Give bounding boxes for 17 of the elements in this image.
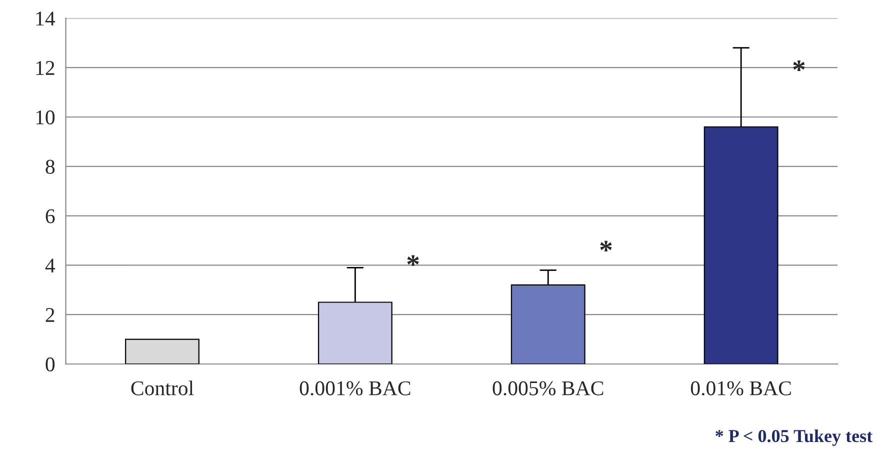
- text: * P < 0.05 Tukey test: [716, 429, 873, 446]
- y-tick-label: 6: [46, 209, 55, 224]
- y-tick-label: 12: [36, 61, 54, 75]
- y-tick-label: 8: [46, 160, 55, 174]
- annotation: *: [600, 240, 612, 252]
- x-tick-label: 0.001% BAC: [300, 381, 410, 396]
- y-tick-label: 0: [46, 357, 55, 372]
- x-tick-label: Control: [131, 380, 194, 396]
- x-tick-label: 0.005% BAC: [492, 381, 604, 396]
- annotation: *: [793, 60, 805, 71]
- x-tick-label: 0.01% BAC: [690, 381, 791, 396]
- y-tick-label: 14: [36, 12, 56, 26]
- y-tick-label: 4: [45, 258, 56, 272]
- bar: [125, 338, 200, 364]
- y-tick-label: 2: [46, 308, 54, 322]
- annotation: *: [407, 255, 419, 266]
- y-tick-label: 10: [36, 110, 55, 124]
